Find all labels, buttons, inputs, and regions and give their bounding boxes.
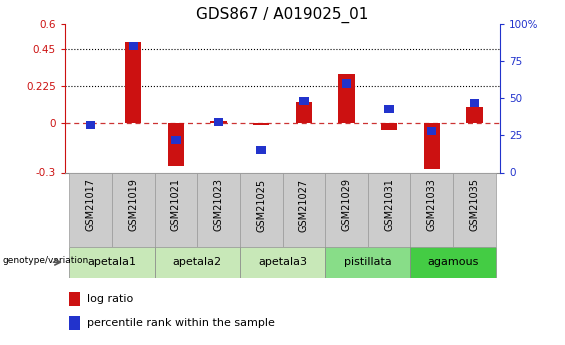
Bar <box>69 247 155 278</box>
Text: GSM21027: GSM21027 <box>299 178 309 231</box>
Text: GSM21021: GSM21021 <box>171 178 181 231</box>
Text: log ratio: log ratio <box>87 294 133 304</box>
Bar <box>240 247 325 278</box>
Bar <box>410 247 496 278</box>
Text: percentile rank within the sample: percentile rank within the sample <box>87 318 275 328</box>
Bar <box>466 107 483 123</box>
Text: GSM21033: GSM21033 <box>427 178 437 231</box>
Bar <box>210 121 227 123</box>
Bar <box>410 172 453 247</box>
Text: apetala2: apetala2 <box>173 257 221 267</box>
Text: GSM21029: GSM21029 <box>341 178 351 231</box>
Text: apetala1: apetala1 <box>88 257 136 267</box>
Bar <box>257 146 266 154</box>
Text: GSM21019: GSM21019 <box>128 178 138 231</box>
Bar <box>240 172 282 247</box>
Bar <box>112 172 155 247</box>
Text: GSM21023: GSM21023 <box>214 178 224 231</box>
Text: agamous: agamous <box>427 257 479 267</box>
Bar <box>384 105 394 113</box>
Bar <box>299 97 308 105</box>
Bar <box>128 42 138 50</box>
Bar <box>69 316 80 330</box>
Bar <box>325 172 368 247</box>
Text: genotype/variation: genotype/variation <box>3 256 89 265</box>
Bar <box>197 172 240 247</box>
Bar <box>325 247 410 278</box>
Bar <box>171 136 181 144</box>
Text: GSM21031: GSM21031 <box>384 178 394 231</box>
Bar <box>338 73 355 123</box>
Bar <box>86 121 95 129</box>
Text: pistillata: pistillata <box>344 257 392 267</box>
Bar <box>368 172 410 247</box>
Bar <box>295 102 312 123</box>
Bar <box>253 123 270 125</box>
Bar <box>427 127 437 135</box>
Text: GSM21035: GSM21035 <box>470 178 480 231</box>
Bar <box>342 79 351 88</box>
Bar <box>453 172 496 247</box>
Bar <box>424 123 440 169</box>
Title: GDS867 / A019025_01: GDS867 / A019025_01 <box>196 7 369 23</box>
Bar <box>214 118 223 126</box>
Bar <box>282 172 325 247</box>
Text: apetala3: apetala3 <box>258 257 307 267</box>
Bar <box>155 247 240 278</box>
Bar <box>470 99 479 107</box>
Text: GSM21025: GSM21025 <box>256 178 266 231</box>
Text: GSM21017: GSM21017 <box>85 178 95 231</box>
Bar <box>69 292 80 306</box>
Bar <box>155 172 197 247</box>
Bar <box>69 172 112 247</box>
Bar <box>125 42 141 123</box>
Bar <box>381 123 397 130</box>
Bar <box>168 123 184 166</box>
